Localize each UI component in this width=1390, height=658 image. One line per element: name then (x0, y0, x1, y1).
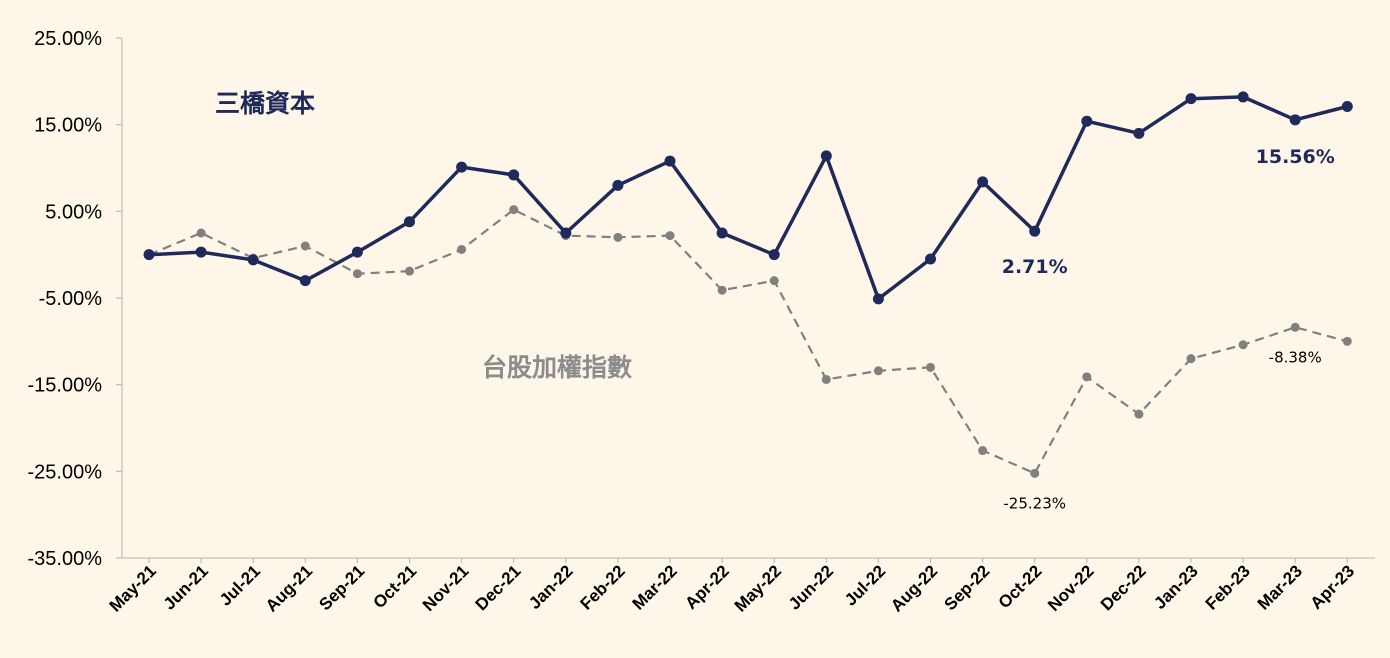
index-data-point (978, 446, 988, 456)
index-data-point (1186, 354, 1196, 364)
fund-data-point (299, 275, 311, 287)
series-label-fund: 三橋資本 (215, 89, 315, 118)
index-data-point (405, 266, 414, 276)
y-tick-label: -5.00% (39, 288, 103, 310)
index-data-point (196, 228, 206, 238)
fund-data-point (1029, 225, 1041, 237)
y-tick-label: 25.00% (34, 28, 102, 50)
fund-data-point (820, 150, 832, 162)
fund-data-point (664, 155, 676, 167)
fund-data-point (195, 246, 207, 258)
data-label: -25.23% (1003, 494, 1066, 512)
fund-data-point (143, 249, 155, 261)
fund-data-point (872, 293, 884, 305)
fund-series-line (148, 95, 1348, 301)
index-series-line (148, 208, 1348, 475)
index-data-point (1342, 336, 1352, 346)
y-tick-label: -25.00% (28, 461, 103, 483)
series-points (143, 91, 1353, 478)
series-labels: 三橋資本 台股加權指數 (215, 89, 632, 382)
data-label: 2.71% (1002, 256, 1068, 278)
y-tick-label: 5.00% (45, 201, 102, 223)
index-data-point (1238, 340, 1248, 350)
index-data-point (352, 269, 362, 279)
fund-data-point (1289, 114, 1301, 126)
fund-data-point (1081, 115, 1093, 127)
fund-data-point (977, 176, 989, 188)
fund-data-point (925, 253, 936, 265)
fund-data-point (456, 161, 468, 173)
y-tick-label: 15.00% (34, 115, 102, 137)
data-annotations: 15.56% 2.71% -8.38% -25.23% (1002, 146, 1335, 513)
index-data-point (1134, 409, 1144, 419)
fund-data-point (508, 169, 520, 181)
index-data-point (717, 285, 727, 295)
index-data-point (821, 374, 831, 384)
y-tick-label: -35.00% (28, 548, 103, 570)
index-data-point (665, 231, 675, 241)
fund-data-point (247, 254, 259, 266)
index-data-point (769, 276, 779, 286)
series-label-index: 台股加權指數 (482, 353, 632, 382)
fund-data-point (1341, 100, 1353, 112)
index-data-point (457, 244, 467, 254)
index-data-point (1030, 468, 1040, 478)
fund-data-point (612, 179, 624, 191)
index-data-point (926, 362, 935, 372)
fund-data-point (560, 227, 572, 239)
index-data-point (613, 232, 623, 242)
fund-data-point (768, 249, 780, 261)
fund-data-point (404, 216, 415, 228)
index-data-point (873, 366, 883, 376)
fund-data-point (1133, 127, 1145, 139)
fund-data-point (351, 246, 363, 258)
data-label: 15.56% (1256, 146, 1335, 168)
index-data-point (1082, 372, 1092, 382)
index-data-point (1290, 322, 1300, 332)
y-axis-ticks: 25.00% 15.00% 5.00% -5.00% -15.00% -25.00% -35… (28, 28, 122, 570)
fund-data-point (1237, 91, 1249, 103)
y-tick-label: -15.00% (28, 375, 103, 397)
series-lines (148, 95, 1348, 475)
index-data-point (300, 241, 310, 251)
fund-data-point (716, 227, 728, 239)
data-label: -8.38% (1269, 348, 1322, 366)
index-data-point (509, 205, 519, 215)
fund-data-point (1185, 93, 1197, 105)
